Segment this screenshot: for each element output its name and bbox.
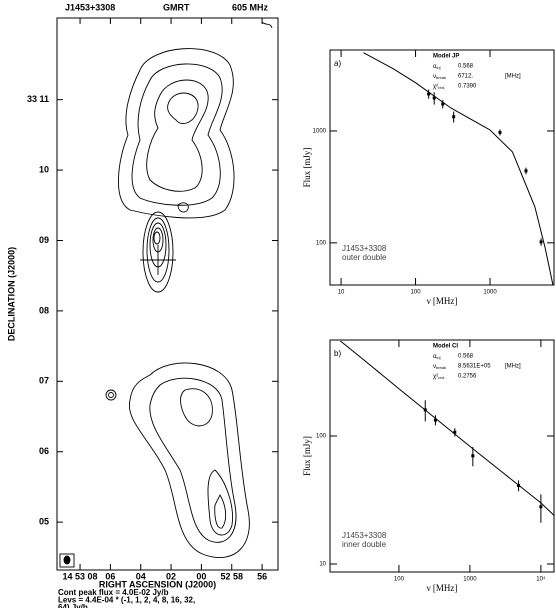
y-tick-label: 1000 xyxy=(313,129,327,135)
x-tick-label: 1000 xyxy=(463,577,477,583)
y-tick-label: 10 xyxy=(39,164,49,174)
x-tick-label: 52 58 xyxy=(220,571,243,581)
map-header: 605 MHz xyxy=(232,2,269,12)
data-point xyxy=(453,431,456,434)
model-param-name: νbreak xyxy=(433,74,446,80)
model-name: Model CI xyxy=(433,344,458,350)
model-param-value: 0.2756 xyxy=(458,374,477,380)
source-label: inner double xyxy=(342,540,387,549)
x-tick-label: 10 xyxy=(338,290,345,296)
model-param-unit: [MHz] xyxy=(505,364,521,370)
param-sub: break xyxy=(436,75,446,80)
data-point xyxy=(471,454,474,457)
param-sub: red. xyxy=(438,375,445,380)
figure: J1453+3308GMRT605 MHz14 53 080604020052 … xyxy=(0,0,556,608)
x-axis-label: ν [MHz] xyxy=(427,296,458,306)
source-label: J1453+3308 xyxy=(342,244,387,253)
y-axis-label: Flux [mJy] xyxy=(302,148,312,188)
y-axis-label: DECLINATION (J2000) xyxy=(6,247,16,341)
map-header: J1453+3308 xyxy=(65,2,115,12)
x-tick-label: 10⁴ xyxy=(536,576,546,583)
param-sub: red. xyxy=(438,85,445,90)
x-tick-label: 1000 xyxy=(483,290,497,296)
x-tick-label: 100 xyxy=(394,577,405,583)
x-tick-label: 14 53 08 xyxy=(63,571,98,581)
data-point xyxy=(452,115,455,118)
data-point xyxy=(539,505,542,508)
data-point xyxy=(498,131,501,134)
model-curve xyxy=(340,341,554,515)
data-point xyxy=(517,484,520,487)
model-param-value: 8.5631E+05 xyxy=(458,364,491,370)
x-tick-label: 100 xyxy=(411,290,422,296)
model-param-value: 0.7390 xyxy=(458,84,477,90)
x-tick-label: 56 xyxy=(257,571,267,581)
param-sub: break xyxy=(436,365,446,370)
param-sub: inj xyxy=(436,355,440,360)
panel-label: b) xyxy=(334,349,341,358)
model-name: Model JP xyxy=(433,54,459,60)
model-param-value: 0.568 xyxy=(458,64,474,70)
map-header: GMRT xyxy=(163,2,190,12)
model-param-name: αinj xyxy=(433,64,441,70)
y-tick-label: 100 xyxy=(316,240,327,246)
data-point xyxy=(524,169,527,172)
y-tick-label: 08 xyxy=(39,305,49,315)
map-note: 64) Jy/b xyxy=(58,603,88,608)
y-tick-label: 33 11 xyxy=(27,94,49,104)
model-param-name: νbreak xyxy=(433,364,446,370)
map-frame xyxy=(57,18,278,570)
source-label: J1453+3308 xyxy=(342,531,387,540)
data-point xyxy=(433,97,436,100)
y-tick-label: 06 xyxy=(39,446,49,456)
source-label: outer double xyxy=(342,253,387,262)
model-param-value: 0.568 xyxy=(458,354,474,360)
y-tick-label: 05 xyxy=(39,516,49,526)
y-tick-label: 09 xyxy=(39,235,49,245)
param-sub: inj xyxy=(436,65,440,70)
y-tick-label: 10 xyxy=(319,562,326,568)
y-tick-label: 100 xyxy=(316,434,327,440)
contours xyxy=(60,22,272,567)
model-param-name: χ²red. xyxy=(433,84,445,90)
model-param-unit: [MHz] xyxy=(505,74,521,80)
data-point xyxy=(441,103,444,106)
x-axis-label: ν [MHz] xyxy=(427,583,458,593)
model-param-name: χ²red. xyxy=(433,374,445,380)
data-point xyxy=(424,408,427,411)
data-point xyxy=(434,419,437,422)
model-param-value: 6712. xyxy=(458,74,473,80)
y-tick-label: 07 xyxy=(39,376,49,386)
panel-label: a) xyxy=(334,59,341,68)
data-point xyxy=(540,240,543,243)
model-param-name: αinj xyxy=(433,354,441,360)
y-axis-label: Flux [mJy] xyxy=(302,436,312,476)
data-point xyxy=(427,92,430,95)
